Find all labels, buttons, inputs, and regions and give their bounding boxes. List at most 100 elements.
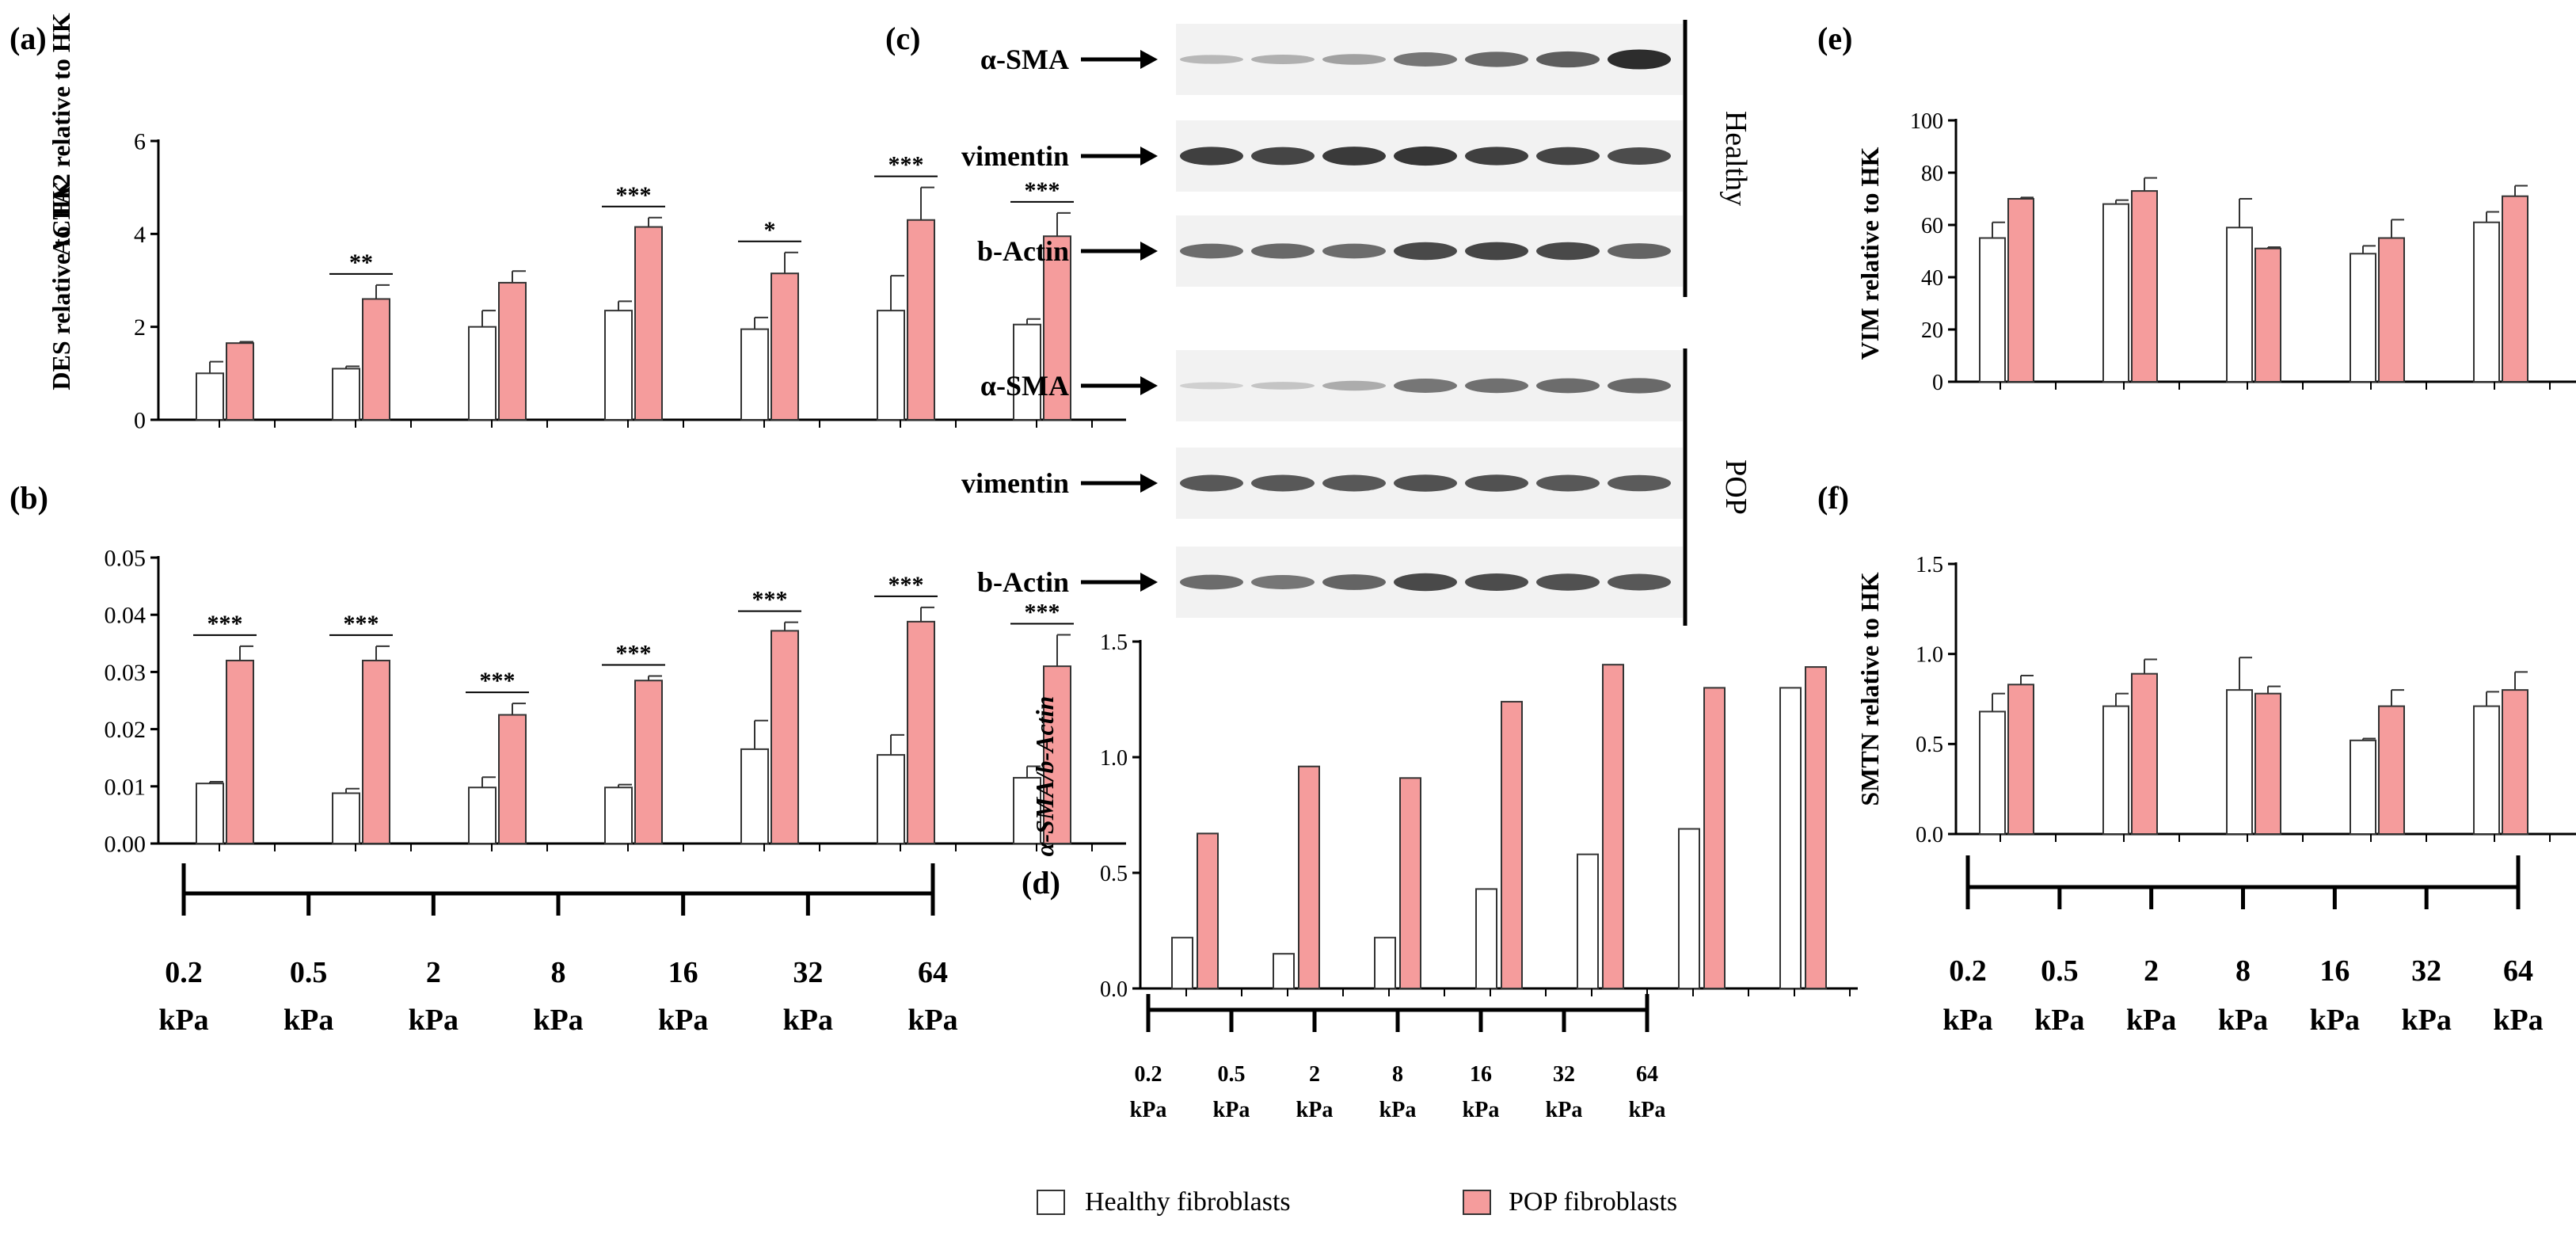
blot-band (1180, 243, 1243, 259)
y-tick-label: 4 (134, 222, 146, 248)
y-tick-label: 0.02 (105, 717, 146, 743)
blot-band (1465, 51, 1528, 67)
bar-healthy-1 (332, 792, 360, 844)
western-blot-panel: (c) α-SMA vimentin b-Actin Healthy α-SMA vimen… (885, 20, 1752, 626)
bar-pop-2 (498, 281, 527, 421)
bar-healthy-1 (1273, 953, 1295, 989)
x-label-value: 0.5 (2041, 954, 2079, 988)
x-label-unit: kPa (2126, 1004, 2176, 1037)
panel-f: (f) SMTN relative to HK 0.0 0.5 1.0 1.5 0.2 kPa… (1817, 480, 2576, 1037)
blot-band (1608, 147, 1671, 166)
x-label-unit: kPa (2218, 1004, 2268, 1037)
bar-pop-4 (2502, 689, 2528, 836)
bar-healthy-1 (2102, 705, 2129, 835)
y-tick-label: 100 (1910, 109, 1943, 134)
x-label-unit: kPa (1463, 1098, 1500, 1122)
bar-healthy-2 (1374, 936, 1396, 990)
legend: Healthy fibroblasts POP fibroblasts (1037, 1187, 1677, 1217)
blot-band (1465, 573, 1528, 592)
y-tick-label: 40 (1921, 266, 1943, 291)
bar-healthy-3 (604, 310, 633, 421)
bar-healthy-0 (1979, 710, 2006, 835)
blot-row-label: α-SMA (980, 370, 1069, 402)
bar-pop-4 (771, 272, 799, 421)
bar-pop-0 (2007, 684, 2034, 836)
significance-marker: * (764, 217, 776, 243)
x-label-unit: kPa (1629, 1098, 1666, 1122)
x-label-unit: kPa (1379, 1098, 1417, 1122)
blot-band (1180, 147, 1243, 166)
blot-band (1251, 474, 1315, 492)
blot-band (1322, 147, 1386, 166)
blot-band (1608, 243, 1671, 259)
x-label-value: 16 (668, 956, 698, 989)
x-label-value: 0.5 (290, 956, 328, 989)
x-label-value: 0.2 (1949, 954, 1987, 988)
bar-pop-3 (1501, 700, 1523, 989)
blot-band (1536, 51, 1600, 68)
x-label-unit: kPa (1130, 1098, 1167, 1122)
blot-band (1465, 474, 1528, 492)
y-axis-label: DES relative to HK (47, 180, 75, 390)
bar-pop-1 (362, 298, 390, 421)
y-tick-label: 0.04 (105, 603, 146, 629)
x-label-unit: kPa (158, 1004, 208, 1037)
bar-pop-3 (634, 226, 663, 421)
blot-band (1251, 147, 1315, 166)
blot-band (1251, 382, 1315, 390)
x-label-value: 2 (2144, 954, 2159, 988)
blot-band (1536, 147, 1600, 166)
legend-swatch-pop (1463, 1190, 1491, 1215)
bar-healthy-0 (196, 783, 224, 844)
blot-band (1180, 574, 1243, 590)
blot-band (1608, 474, 1671, 492)
x-label-value: 16 (2319, 954, 2350, 988)
x-label-unit: kPa (2310, 1004, 2360, 1037)
blot-band (1322, 243, 1386, 259)
arrow-head-icon (1140, 50, 1158, 69)
bar-pop-1 (2131, 672, 2158, 835)
significance-marker: *** (480, 668, 516, 694)
legend-label-healthy: Healthy fibroblasts (1085, 1187, 1291, 1217)
x-label-unit: kPa (907, 1004, 957, 1037)
blot-band (1180, 55, 1243, 64)
x-label-value: 32 (1553, 1062, 1575, 1087)
bar-pop-1 (362, 659, 390, 845)
bar-pop-6 (1805, 666, 1827, 989)
bar-healthy-2 (2226, 227, 2253, 383)
blot-band (1536, 573, 1600, 591)
arrow-head-icon (1140, 573, 1158, 592)
bar-healthy-1 (332, 368, 360, 421)
bar-pop-1 (1298, 765, 1320, 989)
bar-healthy-4 (2473, 221, 2500, 383)
y-axis-label: α-SMA/b-Actin (1030, 696, 1059, 857)
bar-healthy-4 (740, 748, 769, 844)
arrow-head-icon (1140, 474, 1158, 493)
x-label-value: 2 (426, 956, 441, 989)
bar-pop-6 (1043, 665, 1071, 844)
significance-marker: *** (616, 182, 652, 208)
blot-band (1394, 474, 1457, 492)
bar-pop-0 (226, 342, 254, 421)
bar-healthy-0 (1171, 936, 1193, 990)
bar-pop-3 (2378, 237, 2405, 383)
bar-pop-5 (1703, 687, 1726, 990)
x-label-unit: kPa (283, 1004, 333, 1037)
bar-healthy-5 (1678, 828, 1700, 990)
y-axis-label: SMTN relative to HK (1855, 572, 1884, 806)
group-label: POP (1719, 459, 1752, 515)
y-tick-label: 0.05 (105, 546, 146, 572)
blot-band (1251, 55, 1315, 64)
legend-label-pop: POP fibroblasts (1509, 1187, 1677, 1217)
x-label-unit: kPa (1213, 1098, 1250, 1122)
blot-band (1536, 242, 1600, 261)
bar-healthy-6 (1013, 323, 1041, 421)
y-tick-label: 80 (1921, 162, 1943, 186)
blot-band (1608, 573, 1671, 591)
significance-marker: *** (207, 611, 243, 637)
x-label-value: 0.5 (1218, 1062, 1246, 1087)
bar-pop-2 (498, 714, 527, 844)
x-label-unit: kPa (2401, 1004, 2451, 1037)
group-label: Healthy (1719, 111, 1752, 206)
